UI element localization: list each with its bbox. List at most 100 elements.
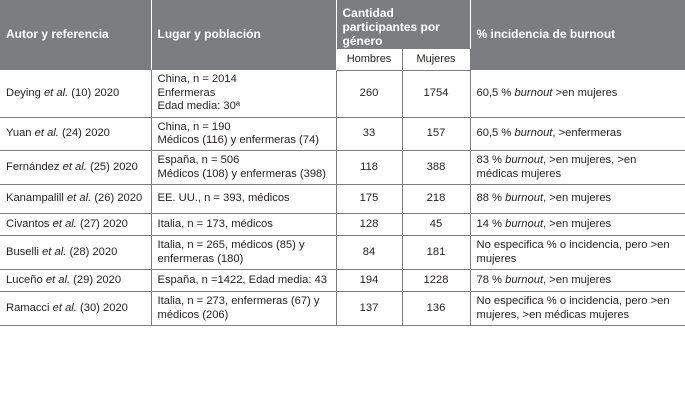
table-row: Yuan et al. (24) 2020 China, n = 190 Médi… — [0, 117, 685, 152]
header-women: Mujeres — [401, 49, 471, 71]
burnout-term: burnout — [505, 217, 544, 230]
author-etal: et al. — [52, 301, 77, 314]
header-burnout: % incidencia de burnout — [470, 0, 685, 70]
place-line: China, n = 2014 — [157, 73, 237, 86]
place-cell: China, n = 2014 Enfermeras Edad media: 30ª — [150, 70, 336, 118]
table-row: Fernández et al. (25) 2020 España, n = 5… — [0, 150, 685, 186]
burnout-studies-table: Autor y referencia Lugar y población Can… — [0, 0, 685, 327]
burnout-cell: 83 % burnout, >en mujeres, >en médicas m… — [469, 150, 685, 186]
author-name: Luceño — [6, 273, 46, 286]
place-line: Edad media: 30ª — [157, 99, 241, 112]
author-ref: (29) 2020 — [70, 273, 122, 286]
women-cell: 218 — [401, 184, 470, 215]
burnout-cell: No especifica % o incidencia, pero >en m… — [469, 235, 685, 271]
place-line: España, n =1422, Edad media: 43 — [157, 273, 328, 286]
author-etal: et al. — [34, 127, 59, 140]
author-cell: Fernández et al. (25) 2020 — [0, 150, 151, 186]
place-cell: España, n =1422, Edad media: 43 — [150, 269, 336, 293]
place-line: China, n = 190 — [157, 120, 231, 133]
place-line: España, n = 506 — [157, 154, 240, 167]
place-cell: Italia, n = 273, enfermeras (67) y médic… — [150, 291, 336, 327]
author-ref: (24) 2020 — [58, 127, 110, 140]
men-cell: 33 — [335, 117, 402, 152]
header-place: Lugar y población — [151, 0, 337, 70]
table-header: Autor y referencia Lugar y población Can… — [0, 0, 685, 71]
place-cell: España, n = 506 Médicos (108) y enfermera… — [150, 150, 336, 186]
header-author: Autor y referencia — [0, 0, 152, 70]
author-name: Deying — [6, 86, 44, 99]
author-ref: (10) 2020 — [68, 86, 120, 99]
header-participants: Cantidad participantes por género — [336, 0, 471, 50]
burnout-cell: 88 % burnout, >en mujeres — [469, 184, 685, 215]
burnout-term: burnout — [505, 154, 544, 167]
burnout-detail: , >en mujeres — [543, 192, 612, 205]
author-cell: Buselli et al. (28) 2020 — [0, 235, 151, 271]
table-row: Luceño et al. (29) 2020 España, n =1422,… — [0, 269, 685, 293]
burnout-detail: , >en mujeres — [543, 273, 612, 286]
author-cell: Luceño et al. (29) 2020 — [0, 269, 151, 293]
header-men: Hombres — [335, 49, 403, 71]
burnout-detail: >en mujeres — [552, 86, 618, 99]
burnout-cell: 60,5 % burnout >en mujeres — [469, 70, 685, 118]
burnout-cell: 60,5 % burnout, >enfermeras — [469, 117, 685, 152]
author-etal: et al. — [62, 160, 87, 173]
burnout-value: 88 % — [476, 192, 506, 205]
men-cell: 137 — [335, 291, 402, 327]
author-cell: Deying et al. (10) 2020 — [0, 70, 151, 118]
burnout-cell: No especifica % o incidencia, pero >en m… — [469, 291, 685, 327]
author-ref: (26) 2020 — [91, 192, 143, 205]
author-ref: (25) 2020 — [86, 160, 138, 173]
men-cell: 175 — [335, 184, 402, 215]
author-etal: et al. — [45, 273, 71, 286]
place-line: Enfermeras — [157, 86, 216, 99]
place-cell: China, n = 190 Médicos (116) y enfermeras… — [150, 117, 336, 152]
place-line: Italia, n = 265, médicos (85) y enfermer… — [157, 239, 305, 265]
men-cell: 84 — [335, 235, 402, 271]
place-line: EE. UU., n = 393, médicos — [157, 192, 290, 205]
table-row: Deying et al. (10) 2020 China, n = 2014 E… — [0, 70, 685, 118]
table-row: Buselli et al. (28) 2020 Italia, n = 265… — [0, 235, 685, 271]
author-name: Kanampalill — [6, 192, 67, 205]
author-etal: et al. — [52, 217, 77, 230]
author-name: Yuan — [6, 127, 35, 140]
burnout-detail: , >enfermeras — [552, 127, 622, 140]
author-name: Ramacci — [6, 301, 53, 314]
author-cell: Kanampalill et al. (26) 2020 — [0, 184, 151, 215]
author-name: Civantos — [6, 217, 53, 230]
author-cell: Civantos et al. (27) 2020 — [0, 213, 151, 237]
women-cell: 181 — [401, 235, 470, 271]
burnout-term: burnout — [514, 86, 553, 99]
author-ref: (28) 2020 — [66, 245, 118, 258]
burnout-value: 60,5 % — [476, 86, 515, 99]
burnout-value: No especifica % o incidencia, pero >en m… — [476, 295, 670, 321]
place-line: Médicos (108) y enfermeras (398) — [157, 167, 327, 180]
men-cell: 260 — [335, 70, 402, 118]
author-ref: (30) 2020 — [76, 301, 128, 314]
women-cell: 1228 — [401, 269, 470, 293]
author-cell: Ramacci et al. (30) 2020 — [0, 291, 151, 327]
men-cell: 128 — [335, 213, 402, 237]
women-cell: 388 — [401, 150, 470, 186]
women-cell: 136 — [401, 291, 470, 327]
author-etal: et al. — [66, 192, 92, 205]
place-cell: EE. UU., n = 393, médicos — [150, 184, 336, 215]
men-cell: 194 — [335, 269, 402, 293]
table-body: Deying et al. (10) 2020 China, n = 2014 E… — [0, 70, 685, 327]
burnout-value: 78 % — [476, 273, 506, 286]
place-cell: Italia, n = 265, médicos (85) y enfermer… — [150, 235, 336, 271]
author-etal: et al. — [42, 245, 67, 258]
women-cell: 45 — [401, 213, 470, 237]
place-line: Médicos (116) y enfermeras (74) — [157, 133, 319, 146]
burnout-term: burnout — [514, 127, 553, 140]
place-line: Italia, n = 173, médicos — [157, 217, 273, 230]
author-name: Buselli — [6, 245, 43, 258]
burnout-detail: , >en mujeres — [543, 217, 612, 230]
burnout-term: burnout — [505, 192, 544, 205]
burnout-value: 60,5 % — [476, 127, 515, 140]
women-cell: 157 — [401, 117, 470, 152]
men-cell: 118 — [335, 150, 402, 186]
table-row: Ramacci et al. (30) 2020 Italia, n = 273… — [0, 291, 685, 327]
burnout-value: 14 % — [476, 217, 506, 230]
table-row: Kanampalill et al. (26) 2020 EE. UU., n … — [0, 184, 685, 215]
burnout-cell: 14 % burnout, >en mujeres — [469, 213, 685, 237]
